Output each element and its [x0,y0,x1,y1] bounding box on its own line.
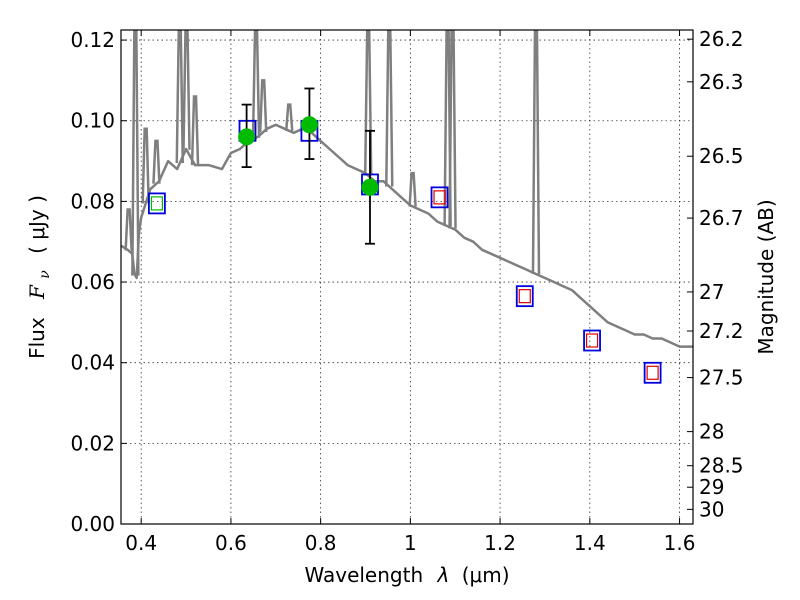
magnitude-tick-label: 26.5 [699,144,744,168]
inner-square-marker [646,365,659,380]
plot-frame [120,29,694,525]
y-tick-label: 0.04 [70,351,115,375]
emission-line [141,127,150,204]
x-axis-symbol: λ [437,563,450,587]
magnitude-tick-label: 28.5 [699,454,744,478]
emission-line [131,30,140,276]
magnitude-axis-label: Magnitude (AB) [754,199,778,354]
magnitude-tick-label: 28 [699,420,724,444]
emission-line [284,103,294,131]
x-tick-label: 1.2 [484,531,516,555]
magnitude-tick-label: 30 [699,497,724,521]
observed-point [300,116,318,134]
y-axis-label-text: Flux [25,317,49,359]
y-axis-subscript: ν [37,270,53,279]
emission-line [408,171,417,207]
magnitude-tick-label: 26.2 [699,27,744,51]
x-tick-label: 1.6 [664,531,696,555]
model-box-marker [643,361,662,384]
x-tick-label: 0.6 [215,531,247,555]
observed-point [238,128,256,146]
emission-line [124,208,133,251]
emission-line [175,30,185,164]
y-tick-label: 0.12 [70,28,115,52]
model-box-marker [515,285,534,308]
inner-square-marker [433,190,446,205]
model-box-marker [583,329,601,352]
magnitude-tick-label: 27 [699,280,724,304]
spectrum-line [121,123,693,348]
y-tick-label: 0.06 [70,270,115,294]
magnitude-tick-label: 26.7 [699,206,744,230]
inner-square-marker [585,333,599,348]
photometry-markers [147,87,662,384]
x-tick-label: 1.4 [574,531,606,555]
magnitude-tick-label: 26.3 [699,70,744,94]
y-axis-unit: ( μJy ) [25,195,49,254]
x-tick-label: 0.8 [305,531,337,555]
emission-line [251,30,261,138]
y-tick-label: 0.00 [70,512,115,536]
emission-line [258,79,268,133]
x-axis-label-text: Wavelength [304,563,423,587]
emission-line [182,30,191,150]
emission-line [448,30,457,229]
emission-line [190,95,200,166]
emission-line [152,139,161,184]
inner-square-marker [150,196,163,211]
inner-square-marker [518,289,531,304]
x-axis-unit: (μm) [462,563,510,587]
ticks: 0.4 0.6 0.8 1 1.2 1.4 1.6 0.00 0.02 0.04 0.06 0.08 0… [70,27,743,555]
y-tick-label: 0.08 [70,189,115,213]
x-tick-label: 1 [404,531,417,555]
magnitude-tick-label: 27.5 [699,366,744,390]
template-spectrum [121,30,693,348]
observed-point [361,178,379,196]
emission-line [531,30,541,274]
x-tick-label: 0.4 [125,531,157,555]
magnitude-tick-label: 29 [699,475,724,499]
model-box-marker [147,192,166,215]
magnitude-tick-label: 27.2 [699,319,744,343]
emission-line [363,30,373,176]
y-axis-label: Flux F ν ( μJy ) [25,195,54,359]
x-axis-label: Wavelength λ (μm) [304,563,509,587]
y-tick-label: 0.10 [70,109,115,133]
emission-line [385,30,394,187]
y-tick-label: 0.02 [70,431,115,455]
plot-area [121,30,693,524]
model-box-marker [430,186,449,209]
y-axis-symbol: F [25,284,49,300]
